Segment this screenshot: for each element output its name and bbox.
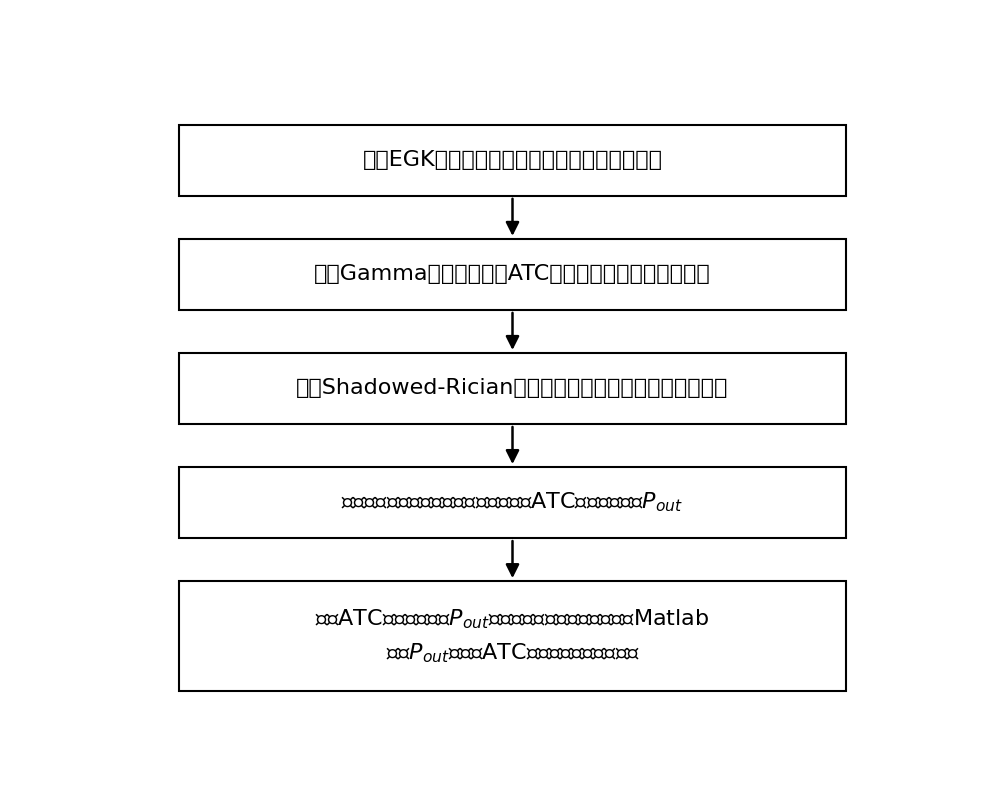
Bar xyxy=(179,581,846,691)
Bar xyxy=(179,239,846,310)
Bar xyxy=(179,125,846,196)
Text: 使用Shadowed-Rician模型表示卫星集总干扰的功率谱密度: 使用Shadowed-Rician模型表示卫星集总干扰的功率谱密度 xyxy=(296,378,729,398)
Text: 根据用户接收功率的信干比门限值定义ATC用户中断概率$P_{out}$: 根据用户接收功率的信干比门限值定义ATC用户中断概率$P_{out}$ xyxy=(341,491,684,514)
Bar xyxy=(179,467,846,538)
Text: 获得ATC用户中断概率$P_{out}$的闭式表达，根据该公式利用Matlab: 获得ATC用户中断概率$P_{out}$的闭式表达，根据该公式利用Matlab xyxy=(315,608,710,631)
Text: 使用Gamma分布表示其它ATC基站集总干扰的功率谱密度: 使用Gamma分布表示其它ATC基站集总干扰的功率谱密度 xyxy=(314,264,711,284)
Text: 计算$P_{out}$，进行ATC用户下行同频干扰分析: 计算$P_{out}$，进行ATC用户下行同频干扰分析 xyxy=(386,641,639,665)
Bar xyxy=(179,352,846,424)
Text: 使用EGK建立地面链路接收信号的概率分布密度: 使用EGK建立地面链路接收信号的概率分布密度 xyxy=(362,151,662,171)
